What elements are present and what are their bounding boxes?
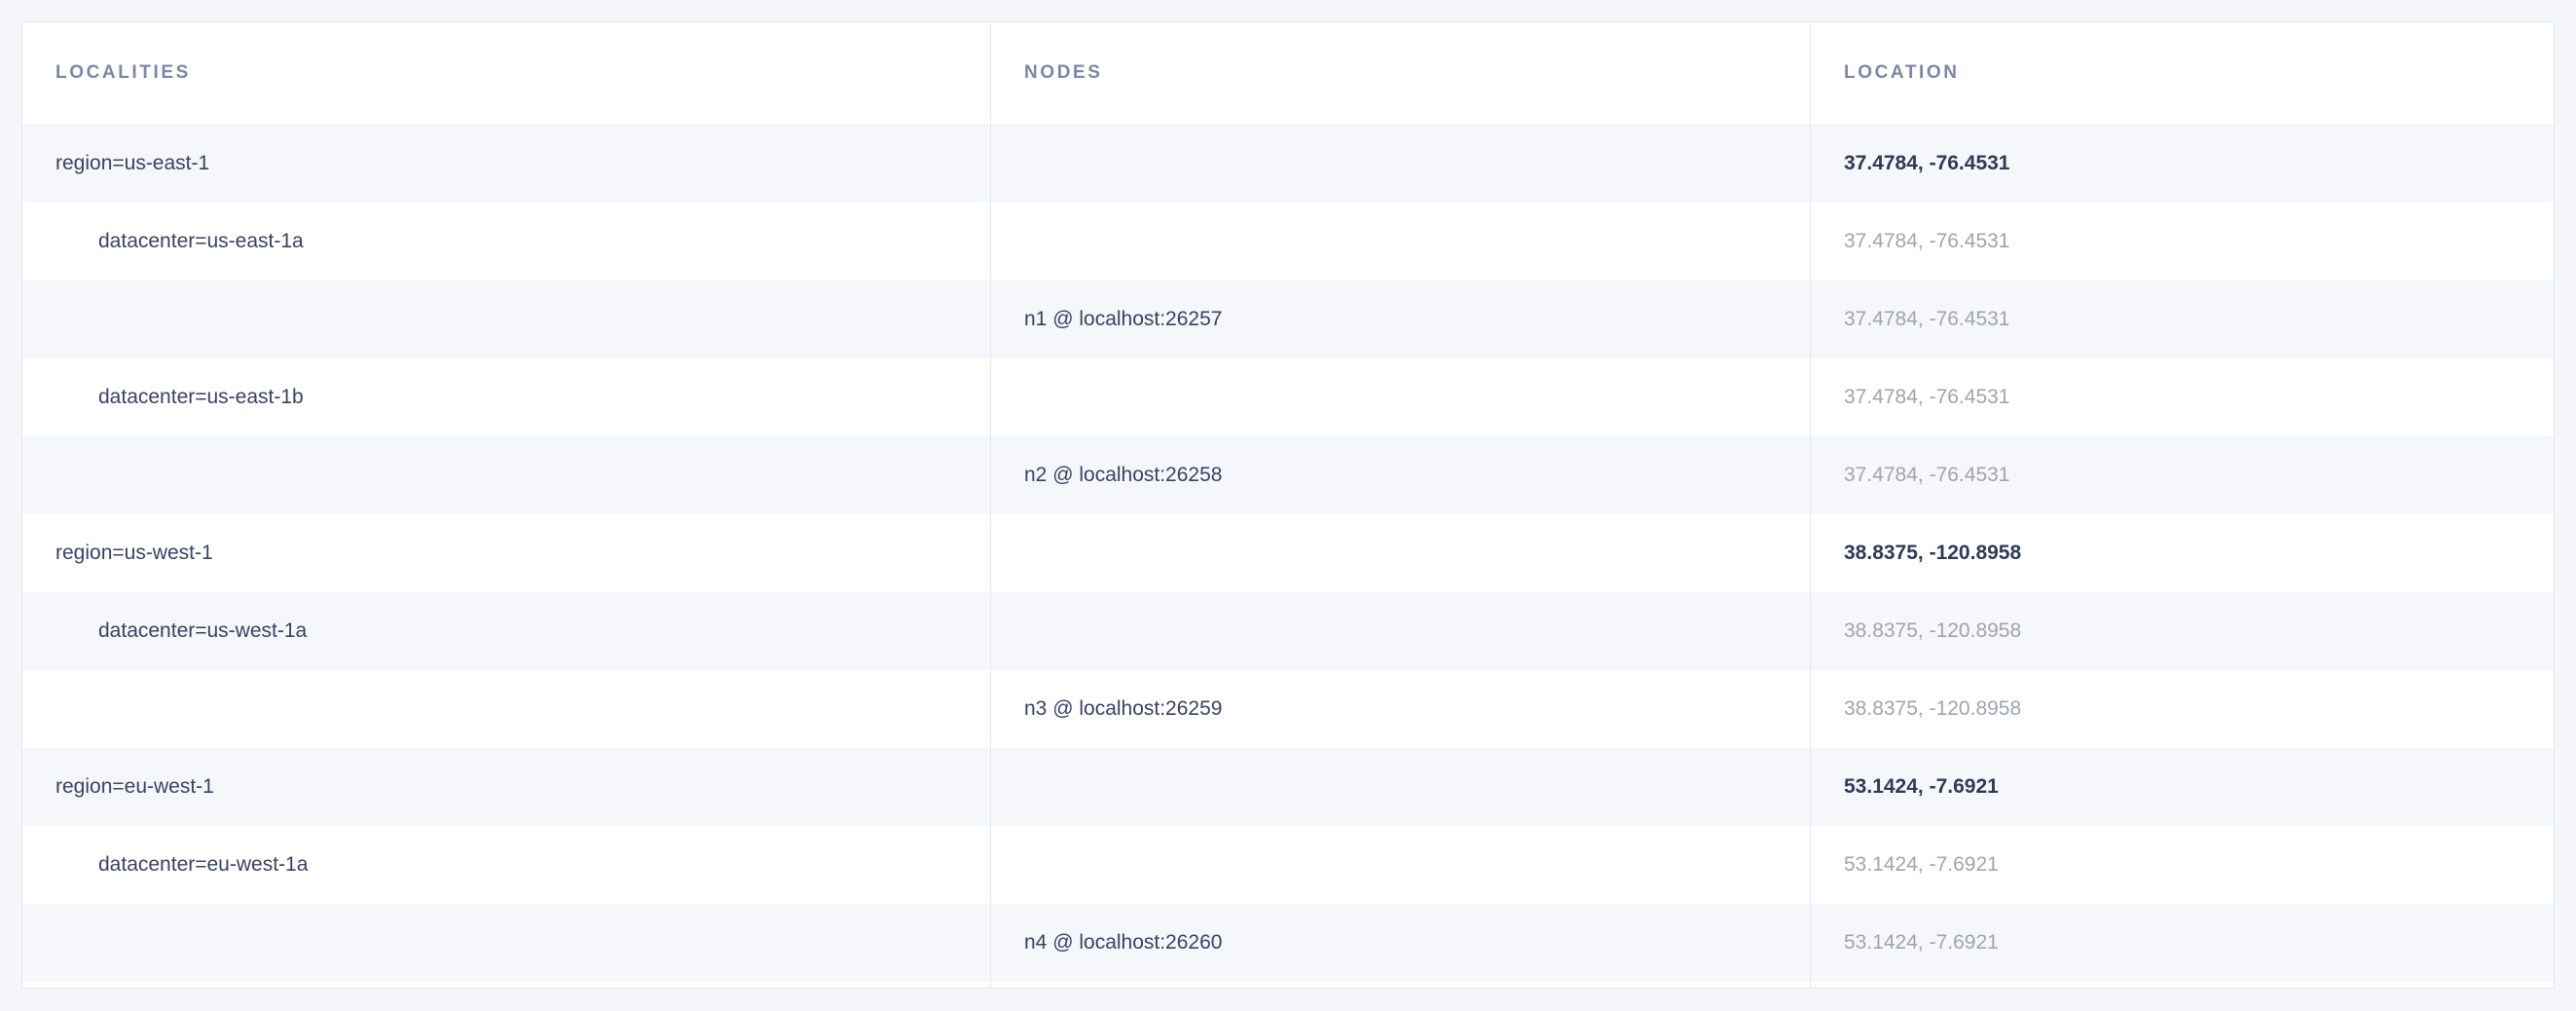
cell-location: 53.1424, -7.6921 (1811, 826, 2554, 904)
location-coordinates: 37.4784, -76.4531 (1844, 464, 2010, 486)
location-coordinates: 38.8375, -120.8958 (1844, 542, 2022, 564)
cell-locality: datacenter=eu-west-1a (22, 826, 991, 904)
locality-label: region=eu-west-1 (55, 775, 214, 798)
table-row[interactable]: region=us-west-1 38.8375, -120.8958 (22, 514, 2554, 592)
cell-location: 38.8375, -120.8958 (1811, 592, 2554, 670)
locality-label: region=us-east-1 (55, 152, 210, 175)
cell-location: 37.4784, -76.4531 (1811, 436, 2554, 514)
locality-label: datacenter=us-east-1b (98, 386, 304, 408)
cell-locality (22, 436, 991, 514)
table-row[interactable]: region=eu-west-1 53.1424, -7.6921 (22, 748, 2554, 826)
cell-locality (22, 904, 991, 982)
location-coordinates: 53.1424, -7.6921 (1844, 853, 1999, 876)
cell-location: 37.4784, -76.4531 (1811, 281, 2554, 358)
location-coordinates: 37.4784, -76.4531 (1844, 152, 2010, 175)
localities-table: LOCALITIES NODES LOCATION region=us-east… (22, 22, 2554, 982)
table-header-row: LOCALITIES NODES LOCATION (22, 22, 2554, 126)
table-row[interactable]: n3 @ localhost:26259 38.8375, -120.8958 (22, 670, 2554, 748)
locality-label: datacenter=us-west-1a (98, 619, 308, 642)
table-row[interactable]: n4 @ localhost:26260 53.1424, -7.6921 (22, 904, 2554, 982)
cell-node (991, 125, 1811, 203)
cell-location: 38.8375, -120.8958 (1811, 514, 2554, 592)
location-coordinates: 53.1424, -7.6921 (1844, 775, 1999, 798)
cell-node (991, 514, 1811, 592)
column-header-location[interactable]: LOCATION (1811, 22, 2554, 126)
cell-location: 37.4784, -76.4531 (1811, 203, 2554, 281)
cell-node: n1 @ localhost:26257 (991, 281, 1811, 358)
table-row[interactable]: datacenter=us-west-1a 38.8375, -120.8958 (22, 592, 2554, 670)
column-header-nodes[interactable]: NODES (991, 22, 1811, 126)
cell-node: n2 @ localhost:26258 (991, 436, 1811, 514)
table-row[interactable]: n2 @ localhost:26258 37.4784, -76.4531 (22, 436, 2554, 514)
location-coordinates: 37.4784, -76.4531 (1844, 386, 2010, 408)
cell-locality (22, 670, 991, 748)
cell-location: 37.4784, -76.4531 (1811, 358, 2554, 436)
location-coordinates: 37.4784, -76.4531 (1844, 308, 2010, 330)
cell-locality: datacenter=us-west-1a (22, 592, 991, 670)
location-coordinates: 38.8375, -120.8958 (1844, 619, 2022, 642)
table-row[interactable]: datacenter=eu-west-1a 53.1424, -7.6921 (22, 826, 2554, 904)
location-coordinates: 37.4784, -76.4531 (1844, 230, 2010, 252)
cell-location: 37.4784, -76.4531 (1811, 125, 2554, 203)
locality-label: datacenter=eu-west-1a (98, 853, 309, 876)
localities-table-card: LOCALITIES NODES LOCATION region=us-east… (21, 21, 2555, 989)
locality-label: datacenter=us-east-1a (98, 230, 304, 252)
table-row[interactable]: datacenter=us-east-1b 37.4784, -76.4531 (22, 358, 2554, 436)
cell-locality: datacenter=us-east-1b (22, 358, 991, 436)
cell-node (991, 748, 1811, 826)
cell-node: n3 @ localhost:26259 (991, 670, 1811, 748)
cell-locality: datacenter=us-east-1a (22, 203, 991, 281)
cell-location: 38.8375, -120.8958 (1811, 670, 2554, 748)
cell-node (991, 826, 1811, 904)
cell-node (991, 203, 1811, 281)
table-row[interactable]: n1 @ localhost:26257 37.4784, -76.4531 (22, 281, 2554, 358)
column-header-localities[interactable]: LOCALITIES (22, 22, 991, 126)
cell-location: 53.1424, -7.6921 (1811, 748, 2554, 826)
location-coordinates: 53.1424, -7.6921 (1844, 931, 1999, 954)
cell-locality: region=eu-west-1 (22, 748, 991, 826)
table-row[interactable]: datacenter=us-east-1a 37.4784, -76.4531 (22, 203, 2554, 281)
location-coordinates: 38.8375, -120.8958 (1844, 697, 2022, 720)
cell-location: 53.1424, -7.6921 (1811, 904, 2554, 982)
node-label[interactable]: n1 @ localhost:26257 (1024, 308, 1223, 330)
cell-locality: region=us-east-1 (22, 125, 991, 203)
locality-label: region=us-west-1 (55, 542, 213, 564)
cell-locality: region=us-west-1 (22, 514, 991, 592)
cell-locality (22, 281, 991, 358)
table-row[interactable]: region=us-east-1 37.4784, -76.4531 (22, 125, 2554, 203)
table-body: region=us-east-1 37.4784, -76.4531 datacen… (22, 125, 2554, 982)
table-header: LOCALITIES NODES LOCATION (22, 22, 2554, 126)
node-label[interactable]: n2 @ localhost:26258 (1024, 464, 1223, 486)
node-label[interactable]: n4 @ localhost:26260 (1024, 931, 1223, 954)
cell-node: n4 @ localhost:26260 (991, 904, 1811, 982)
node-label[interactable]: n3 @ localhost:26259 (1024, 697, 1223, 720)
cell-node (991, 592, 1811, 670)
cell-node (991, 358, 1811, 436)
